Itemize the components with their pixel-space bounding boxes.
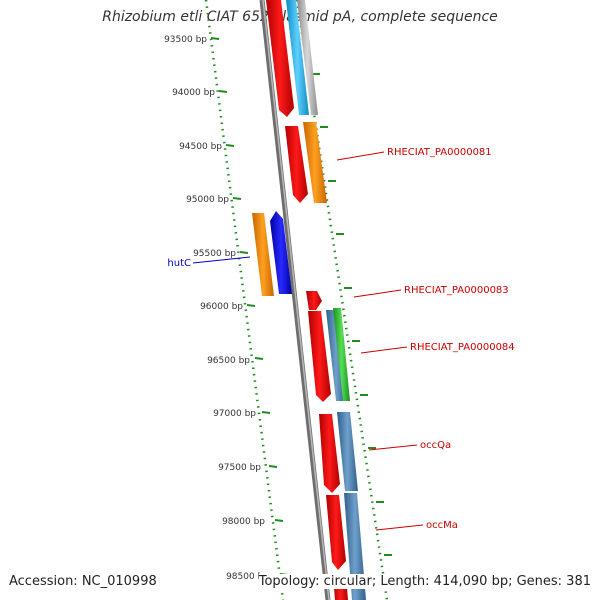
gene-red-occqa[interactable] <box>319 414 340 493</box>
gene-red-084[interactable] <box>308 311 331 402</box>
gene-steel-occqa[interactable] <box>337 412 358 491</box>
tick-mark <box>218 90 228 93</box>
tick-label: 96000 bp <box>200 302 243 312</box>
leader-lines <box>192 151 424 531</box>
tick-label: 98500 bp <box>226 572 269 582</box>
leader-line-081 <box>336 151 385 161</box>
tick-label: 93500 bp <box>164 35 207 45</box>
leader-line-084 <box>360 346 408 354</box>
gene-green-084[interactable] <box>333 308 350 401</box>
gene-red-083[interactable] <box>306 291 322 310</box>
tick-mark <box>232 197 242 200</box>
gene-orange-hutc[interactable] <box>252 213 274 296</box>
tick-label: 95500 bp <box>193 249 236 259</box>
tick-label: 97500 bp <box>218 463 261 473</box>
gene-orange-081[interactable] <box>303 122 327 203</box>
gene-label-081[interactable]: RHECIAT_PA0000081 <box>387 147 492 158</box>
outer-tick-group <box>312 73 392 556</box>
leader-line-hutc <box>192 256 251 264</box>
leader-line-occqa <box>368 444 418 451</box>
tick-mark <box>261 411 271 414</box>
gene-gray-top[interactable] <box>297 0 318 115</box>
tick-label: 94000 bp <box>172 88 215 98</box>
topology-text: Topology: circular; Length: 414,090 bp; … <box>258 574 591 589</box>
tick-mark <box>246 304 256 307</box>
tick-label: 98000 bp <box>222 517 265 527</box>
accession-text: Accession: NC_010998 <box>9 574 157 589</box>
gene-label-hutc[interactable]: hutC <box>167 258 191 269</box>
leader-line-083 <box>353 289 402 298</box>
gene-steel-occma[interactable] <box>344 493 366 600</box>
gene-label-084[interactable]: RHECIAT_PA0000084 <box>410 342 515 353</box>
gene-red-081[interactable] <box>285 126 308 203</box>
gene-blue-hutc[interactable] <box>270 211 292 294</box>
tick-mark <box>225 144 235 147</box>
gene-label-083[interactable]: RHECIAT_PA0000083 <box>404 285 509 296</box>
tick-mark <box>239 251 249 254</box>
tick-label: 96500 bp <box>207 356 250 366</box>
tick-label: 95000 bp <box>186 195 229 205</box>
tick-group: 93500 bp 94000 bp 94500 bp 95000 bp 9550… <box>164 35 289 582</box>
gene-label-occma[interactable]: occMa <box>426 520 458 531</box>
gene-label-occqa[interactable]: occQa <box>420 440 451 451</box>
tick-mark <box>210 37 220 40</box>
leader-line-occma <box>375 524 424 531</box>
tick-mark <box>268 465 278 468</box>
gene-red-occma[interactable] <box>326 495 346 570</box>
tick-label: 94500 bp <box>179 142 222 152</box>
backbone-highlight <box>262 0 330 600</box>
tick-label: 97000 bp <box>213 409 256 419</box>
backbone <box>259 0 331 600</box>
tick-mark <box>274 519 284 522</box>
tick-mark <box>254 357 264 360</box>
gene-red-top[interactable] <box>266 0 294 117</box>
gene-cyan-top[interactable] <box>286 0 309 115</box>
